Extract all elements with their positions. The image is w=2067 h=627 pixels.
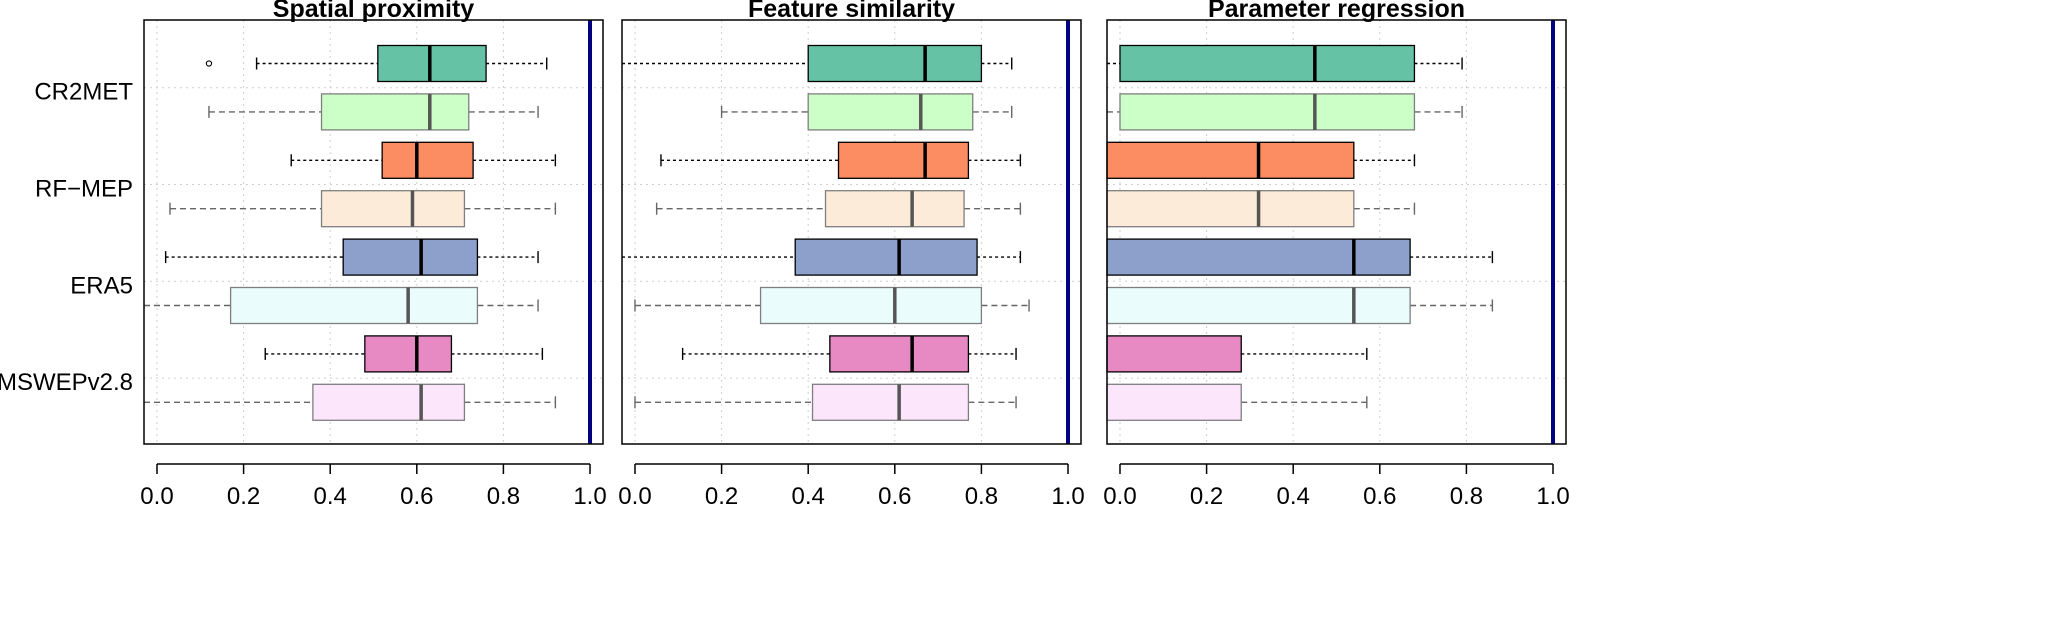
box: [1106, 190, 1355, 228]
box: [807, 93, 974, 131]
group-label: MSWEPv2.8: [0, 369, 133, 396]
box: [1106, 383, 1242, 421]
x-tick-label: 0.2: [705, 483, 738, 510]
x-tick-label: 0.4: [792, 483, 825, 510]
box: [807, 44, 983, 83]
group-label: CR2MET: [34, 79, 133, 106]
box: [364, 335, 453, 373]
box: [1106, 238, 1411, 276]
box: [794, 238, 978, 276]
x-tick-label: 0.6: [400, 483, 433, 510]
x-tick-label: 1.0: [1536, 483, 1569, 510]
x-tick-label: 0.6: [1363, 483, 1396, 510]
x-tick-label: 0.2: [1190, 483, 1223, 510]
box: [837, 141, 970, 179]
box: [1119, 93, 1416, 131]
x-tick-label: 0.6: [878, 483, 911, 510]
box: [1106, 335, 1242, 373]
box: [1106, 141, 1355, 179]
outlier-point: [205, 60, 213, 67]
group-label: ERA5: [70, 272, 133, 299]
x-tick-label: 0.8: [487, 483, 520, 510]
box: [312, 383, 466, 421]
box: [1119, 44, 1416, 83]
group-label: RF−MEP: [35, 176, 133, 203]
box: [811, 383, 970, 421]
panel-title: Feature similarity: [748, 0, 955, 23]
box: [829, 335, 970, 373]
x-tick-label: 0.2: [227, 483, 260, 510]
x-tick-label: 1.0: [573, 483, 606, 510]
box: [229, 286, 479, 325]
x-tick-label: 0.8: [965, 483, 998, 510]
panel-frame: [1106, 19, 1567, 445]
box: [342, 238, 479, 276]
panel-frame: [621, 19, 1082, 445]
x-tick-label: 0.4: [314, 483, 347, 510]
panel-title: Spatial proximity: [273, 0, 475, 23]
panel-frame: [143, 19, 604, 445]
box: [377, 44, 487, 83]
x-tick-label: 0.0: [140, 483, 173, 510]
x-tick-label: 0.0: [618, 483, 651, 510]
box: [759, 286, 983, 325]
x-tick-label: 0.8: [1450, 483, 1483, 510]
x-tick-label: 1.0: [1051, 483, 1084, 510]
x-tick-label: 0.0: [1103, 483, 1136, 510]
box: [824, 190, 965, 228]
box: [1106, 286, 1411, 325]
x-tick-label: 0.4: [1277, 483, 1310, 510]
box: [381, 141, 474, 179]
box: [320, 93, 470, 131]
panel-title: Parameter regression: [1208, 0, 1465, 23]
box: [320, 190, 466, 228]
